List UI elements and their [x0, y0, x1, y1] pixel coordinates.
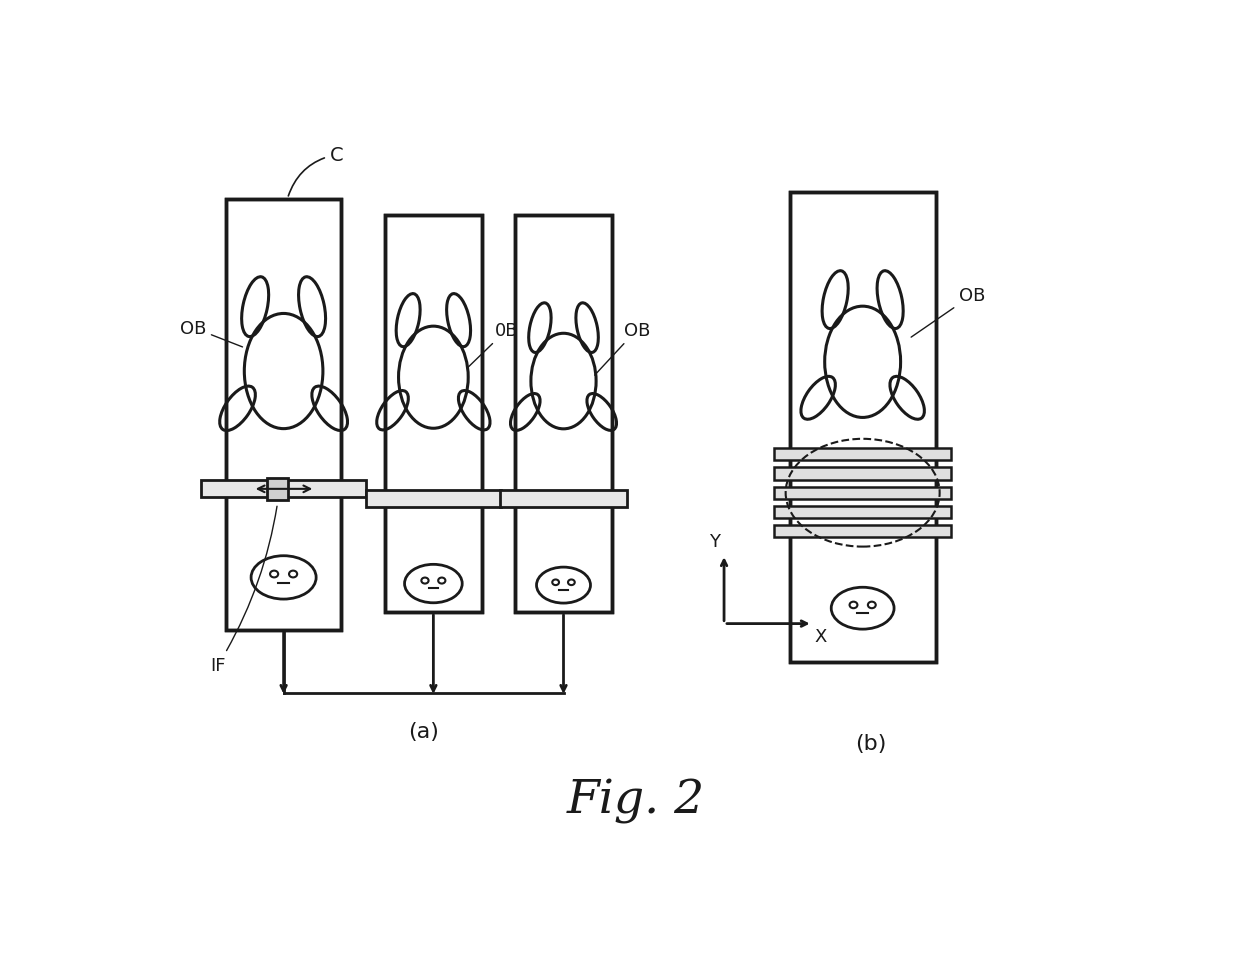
Text: Y: Y: [709, 533, 720, 551]
Text: (a): (a): [408, 722, 439, 741]
Text: Fig. 2: Fig. 2: [567, 778, 704, 824]
Bar: [515, 216, 613, 612]
Text: (b): (b): [854, 734, 887, 753]
Bar: [774, 487, 951, 499]
Bar: [774, 449, 951, 461]
Bar: [774, 468, 951, 480]
Bar: [790, 193, 936, 663]
Bar: [386, 216, 481, 612]
Bar: [386, 216, 481, 612]
Text: C: C: [289, 146, 343, 197]
Text: OB: OB: [180, 319, 243, 348]
Bar: [267, 479, 288, 500]
Text: IF: IF: [211, 507, 277, 674]
Bar: [515, 216, 613, 612]
Bar: [226, 200, 341, 630]
Text: 0B: 0B: [467, 322, 518, 368]
Bar: [366, 490, 501, 507]
Text: OB: OB: [911, 287, 986, 338]
Bar: [500, 490, 627, 507]
Bar: [790, 193, 936, 663]
Bar: [774, 506, 951, 518]
Text: OB: OB: [595, 322, 650, 376]
Bar: [201, 481, 366, 498]
Bar: [774, 525, 951, 538]
Text: X: X: [815, 628, 827, 645]
Bar: [226, 200, 341, 630]
